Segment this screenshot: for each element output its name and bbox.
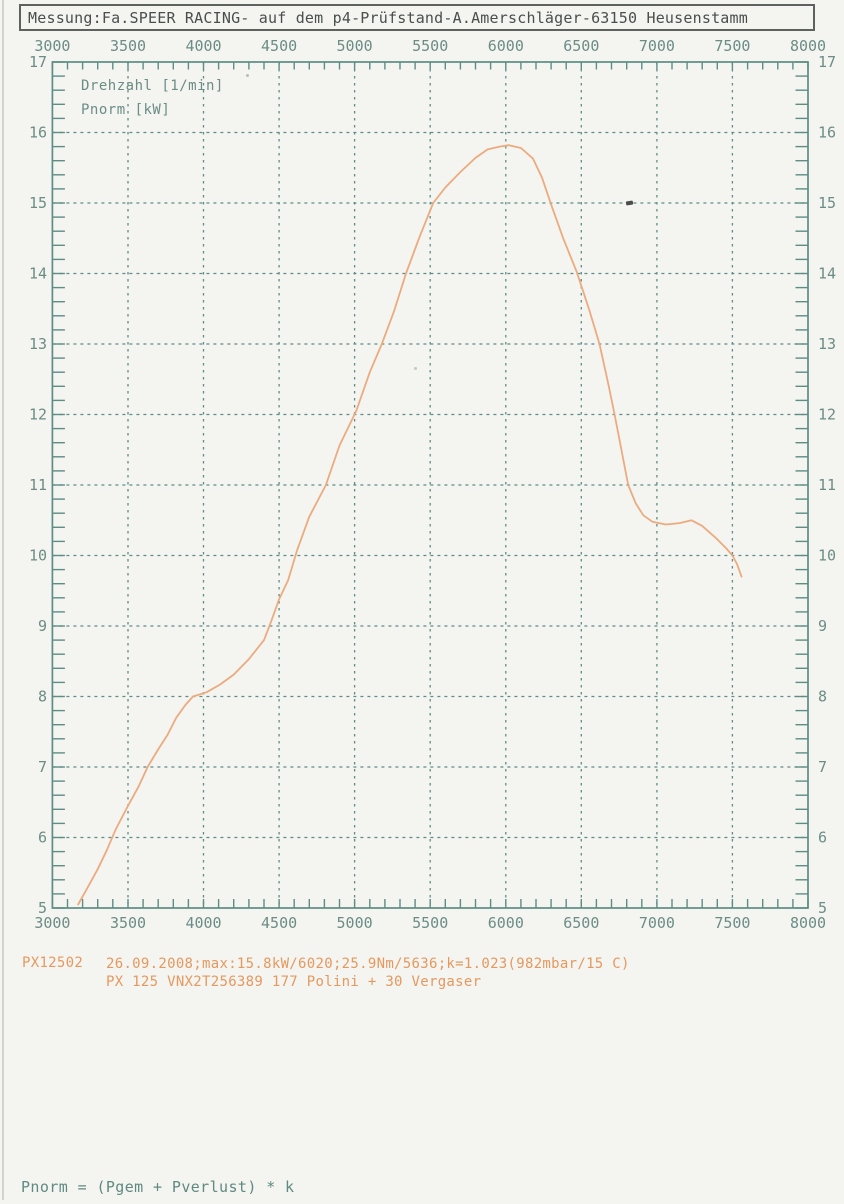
svg-text:5500: 5500 <box>412 914 448 932</box>
x-minor-ticks <box>51 62 809 908</box>
svg-text:5: 5 <box>818 899 827 917</box>
y-tick-labels: 5 5 6 6 7 7 8 8 9 9 10 10 11 11 12 12 13 13 14 14 15 15 16 16 17… <box>29 53 836 917</box>
svg-text:6500: 6500 <box>563 37 599 55</box>
scan-artifact <box>246 74 249 77</box>
formula: Pnorm = (Pgem + Pverlust) * k <box>21 1178 295 1196</box>
svg-text:9: 9 <box>38 617 47 635</box>
svg-text:6: 6 <box>818 829 827 847</box>
svg-text:4500: 4500 <box>261 914 297 932</box>
y-minor-ticks <box>52 61 808 909</box>
svg-text:16: 16 <box>29 124 47 142</box>
svg-text:14: 14 <box>818 265 836 283</box>
measurement-title-box: Messung:Fa.SPEER RACING- auf dem p4-Prüf… <box>19 4 815 31</box>
legend-x-axis-label: Drehzahl [1/min] <box>81 78 224 94</box>
svg-text:5000: 5000 <box>337 914 373 932</box>
svg-text:5000: 5000 <box>337 37 373 55</box>
svg-text:6500: 6500 <box>563 914 599 932</box>
svg-text:11: 11 <box>818 476 836 494</box>
svg-text:6: 6 <box>38 829 47 847</box>
vehicle-info: PX 125 VNX2T256389 177 Polini + 30 Verga… <box>106 974 482 990</box>
svg-text:8000: 8000 <box>790 914 826 932</box>
svg-text:13: 13 <box>29 335 47 353</box>
x-tick-labels: 3000 3000 3500 3500 4000 4000 4500 4500 5000 5000… <box>34 37 826 932</box>
svg-text:11: 11 <box>29 476 47 494</box>
result-summary: 26.09.2008;max:15.8kW/6020;25.9Nm/5636;k… <box>106 956 630 972</box>
svg-text:17: 17 <box>818 53 836 71</box>
svg-text:5500: 5500 <box>412 37 448 55</box>
svg-text:15: 15 <box>29 194 47 212</box>
svg-text:4000: 4000 <box>185 37 221 55</box>
svg-text:6000: 6000 <box>488 37 524 55</box>
svg-text:7000: 7000 <box>639 37 675 55</box>
measurement-title: Messung:Fa.SPEER RACING- auf dem p4-Prüf… <box>28 8 748 27</box>
legend-y-axis-label: Pnorm [kW] <box>81 102 171 118</box>
power-curve <box>77 144 743 906</box>
svg-text:7500: 7500 <box>714 914 750 932</box>
note-lines: 26.09.2008;max:15.8kW/6020;25.9Nm/5636;k… <box>106 955 630 991</box>
plot-frame <box>51 61 809 909</box>
svg-text:10: 10 <box>818 547 836 565</box>
svg-text:13: 13 <box>818 335 836 353</box>
svg-text:17: 17 <box>29 53 47 71</box>
svg-text:3000: 3000 <box>34 37 70 55</box>
svg-text:10: 10 <box>29 547 47 565</box>
svg-text:3500: 3500 <box>110 914 146 932</box>
run-id: PX12502 <box>22 955 84 971</box>
svg-text:8000: 8000 <box>790 37 826 55</box>
svg-text:7: 7 <box>818 758 827 776</box>
svg-text:8: 8 <box>38 688 47 706</box>
svg-text:4000: 4000 <box>185 914 221 932</box>
svg-text:9: 9 <box>818 617 827 635</box>
svg-text:7000: 7000 <box>639 914 675 932</box>
svg-text:16: 16 <box>818 124 836 142</box>
svg-text:5: 5 <box>38 899 47 917</box>
svg-text:4500: 4500 <box>261 37 297 55</box>
svg-text:14: 14 <box>29 265 47 283</box>
svg-text:15: 15 <box>818 194 836 212</box>
svg-text:12: 12 <box>818 406 836 424</box>
scan-artifact <box>414 367 417 370</box>
svg-text:7500: 7500 <box>714 37 750 55</box>
svg-text:3500: 3500 <box>110 37 146 55</box>
scan-edge-line <box>2 0 4 1200</box>
svg-text:8: 8 <box>818 688 827 706</box>
svg-text:7: 7 <box>38 758 47 776</box>
svg-text:6000: 6000 <box>488 914 524 932</box>
svg-text:3000: 3000 <box>34 914 70 932</box>
svg-text:12: 12 <box>29 406 47 424</box>
